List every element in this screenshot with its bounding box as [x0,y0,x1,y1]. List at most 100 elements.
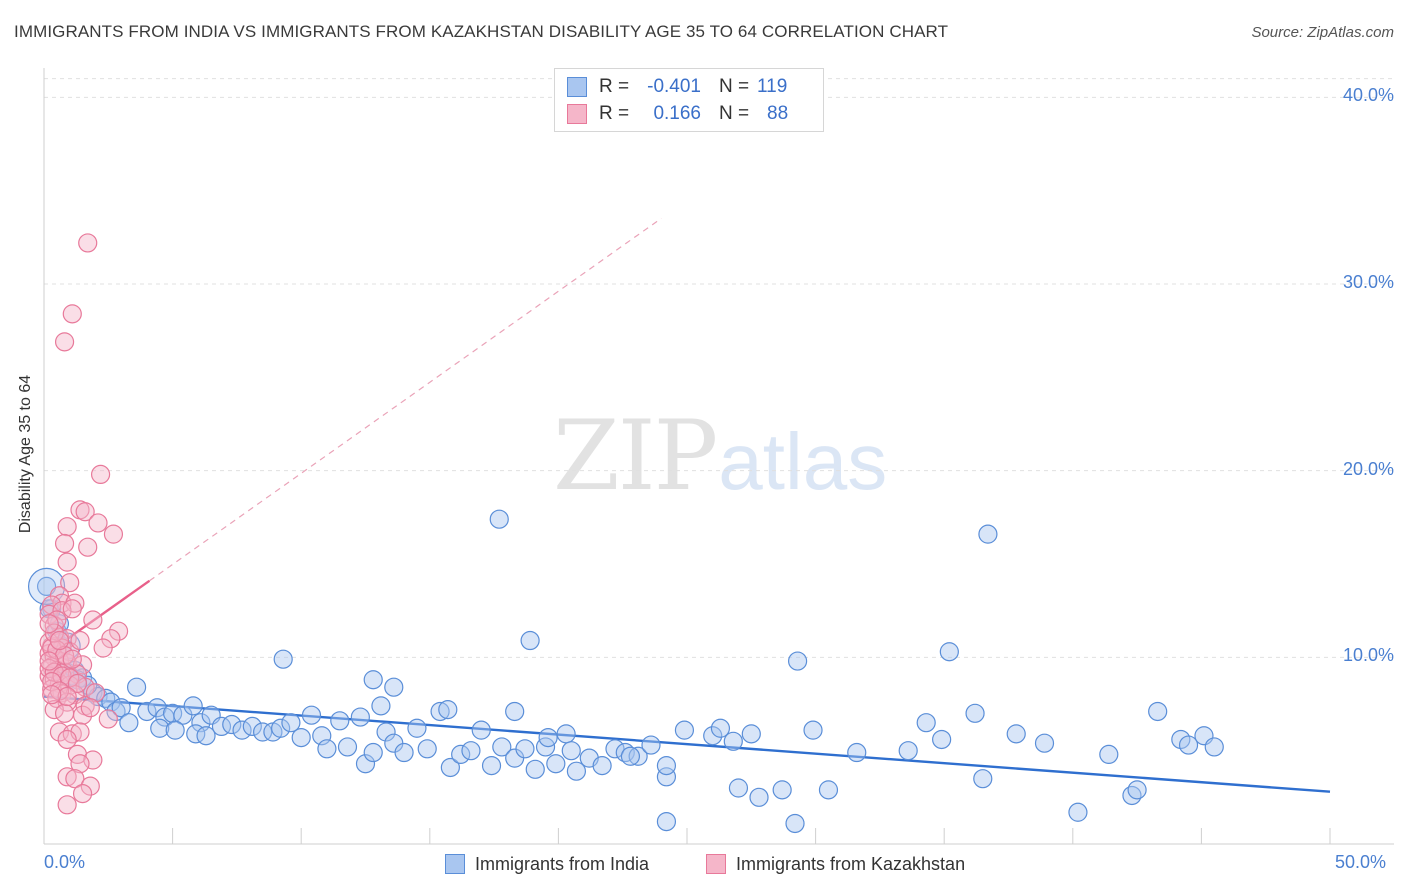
kazakhstan-point [42,679,62,699]
india-point [656,811,677,832]
india-point [36,576,57,597]
india-point [119,713,139,733]
india-point [505,701,525,722]
india-point [741,724,761,744]
legend-r-value: -0.401 [647,76,701,97]
india-point [620,746,641,766]
kazakhstan-point [85,683,106,703]
legend-row-india: R = -0.401 N = 119 [567,74,787,100]
kazakhstan-point [62,649,82,669]
source-label: Source: ZipAtlas.com [1251,24,1394,41]
kazakhstan-legend-label: Immigrants from Kazakhstan [736,853,966,874]
india-point [656,755,677,776]
axes [43,68,1394,845]
india-swatch [567,77,587,97]
india-point [471,720,491,740]
india-point [461,741,481,761]
kazakhstan-point [80,776,100,796]
india-point [674,720,695,740]
india-point [615,742,635,763]
india-point [111,698,131,718]
kazakhstan-point [39,651,59,671]
india-point [1099,744,1119,765]
kazakhstan-point [78,233,98,253]
y-axis-label: Disability Age 35 to 64 [17,374,34,534]
kazakhstan-point [65,769,85,789]
kazakhstan-point [72,783,93,804]
india-point [430,701,450,722]
legend-n-value: 119 [757,76,788,97]
india-point [492,737,512,757]
kazakhstan-point [67,673,88,694]
india-point [165,720,185,740]
india-point [253,722,273,742]
india-trend-line [43,695,1331,793]
india-point [978,524,998,544]
india-point [1068,802,1088,822]
kazakhstan-point [72,655,93,675]
india-point [196,726,216,746]
india-point [384,677,404,697]
india-point [749,787,769,807]
india-point [273,649,293,669]
y-tick-label: 10.0% [1342,645,1394,666]
kazakhstan-point [72,705,93,725]
india-point [301,705,322,725]
india-point [337,737,358,757]
kazakhstan-point [57,795,77,815]
kazakhstan-point [54,332,75,352]
india-point [451,744,471,765]
india-point [183,696,203,716]
india-point [394,742,414,763]
india-point [150,718,170,738]
india-point [847,742,867,763]
india-point [232,720,252,740]
kazakhstan-point [93,638,113,658]
kazakhstan-point [70,630,90,651]
india-point [898,741,918,761]
kazakhstan-point [57,552,77,572]
kazakhstan-point [108,621,129,641]
india-point [137,701,157,722]
india-point [222,714,242,735]
india-point [1122,785,1142,806]
india-point [1034,733,1055,753]
india-point [520,630,540,651]
india-point [242,716,262,737]
india-point [417,739,437,759]
kazakhstan-swatch [567,104,587,124]
india-point [605,739,625,759]
india-point [818,780,839,800]
trend-lines [43,217,1331,793]
india-point [363,670,383,690]
legend-row-kazakhstan: R = 0.166 N = 88 [567,101,788,127]
india-point [101,692,121,712]
kazakhstan-point [44,699,64,720]
india-point [787,651,808,671]
grid-lines [44,78,1394,658]
watermark-atlas: atlas [718,417,888,506]
kazakhstan-point [57,686,77,707]
india-point [973,769,993,789]
correlation-legend: R = -0.401 N = 119 R = 0.166 N = 88 [554,68,824,132]
india-point [641,735,661,755]
legend-r-value: 0.166 [653,103,701,124]
india-point [803,720,823,740]
india-points [27,509,1224,834]
india-point [330,711,350,731]
india-point [1204,737,1224,757]
india-point [723,731,743,751]
india-point [281,713,301,733]
kazakhstan-point [80,698,100,718]
india-point [489,509,509,529]
india-point [1148,701,1168,722]
kazakhstan-point [103,524,124,544]
chart-title: IMMIGRANTS FROM INDIA VS IMMIGRANTS FROM… [14,22,949,41]
india-point [1006,724,1026,744]
bottom-legend-india: Immigrants from India [445,852,649,876]
kazakhstan-legend-swatch [706,854,726,874]
kazakhstan-point [70,754,90,774]
india-point [96,688,116,709]
y-tick-label: 30.0% [1342,272,1394,292]
